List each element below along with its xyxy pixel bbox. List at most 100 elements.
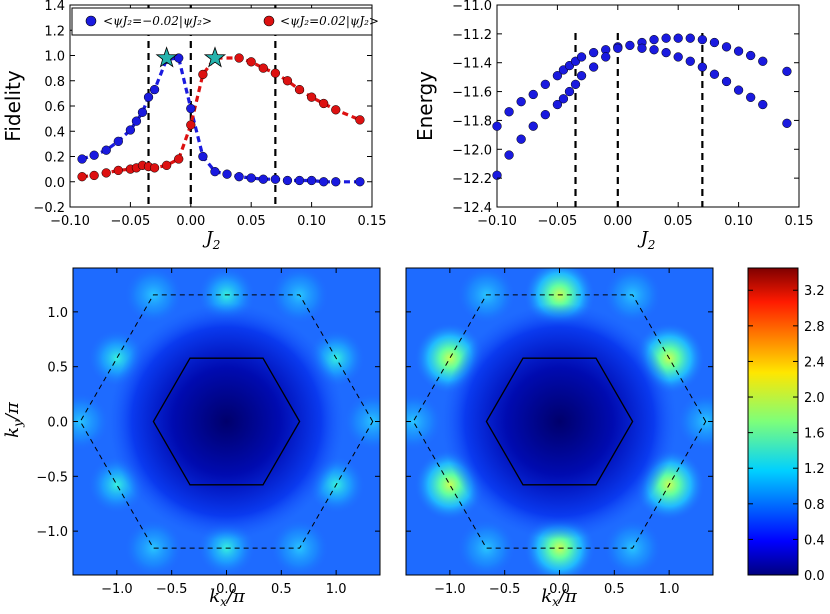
colorbar-tick-label: 2.0: [804, 391, 825, 406]
energy-plot-area: [496, 4, 800, 208]
y-tick-label: −12.0: [452, 143, 492, 158]
fidelity-point-red: [77, 172, 87, 182]
energy-point: [673, 52, 683, 62]
fidelity-point-blue: [210, 167, 220, 177]
extended-brillouin-zone: [412, 294, 707, 549]
x-tick-label: −1.0: [101, 582, 133, 597]
fidelity-point-blue: [77, 154, 87, 164]
fidelity-point-red: [161, 160, 172, 170]
x-tick-label: −0.10: [50, 214, 90, 229]
fidelity-point-red: [198, 69, 208, 80]
fidelity-point-blue: [319, 177, 329, 187]
x-tick-label: 1.0: [326, 582, 347, 597]
legend-marker-red: [263, 15, 275, 27]
energy-point: [673, 33, 683, 43]
heatmap-layers: [406, 268, 713, 575]
x-tick-label: 0.0: [216, 582, 237, 597]
fidelity-point-red: [306, 92, 317, 102]
fidelity-point-blue: [270, 174, 281, 184]
first-brillouin-zone: [485, 357, 634, 486]
colorbar-tick-label: 0.0: [804, 569, 825, 584]
fidelity-point-red: [294, 84, 305, 95]
energy-ylabel: Energy: [413, 71, 437, 141]
fidelity-point-blue: [186, 103, 196, 114]
fidelity-point-blue: [143, 92, 154, 102]
x-tick-label: 1.0: [659, 582, 680, 597]
fidelity-point-blue: [149, 84, 160, 95]
y-tick-label: −11.4: [452, 57, 492, 72]
x-tick-label: 0.05: [237, 214, 266, 229]
fidelity-point-blue: [131, 116, 142, 126]
colorbar-tick-label: 0.8: [804, 498, 825, 513]
fidelity-point-blue: [113, 136, 123, 147]
y-tick-label: 0.6: [44, 100, 65, 115]
y-tick-label: 0.4: [44, 125, 65, 140]
energy-point: [721, 76, 732, 87]
energy-point: [540, 79, 550, 90]
intensity-shoulder: [73, 393, 109, 450]
intensity-shoulder: [677, 393, 713, 450]
fidelity-point-blue: [246, 173, 256, 183]
energy-point: [649, 34, 659, 45]
fidelity-point-red: [282, 76, 293, 86]
fidelity-ticks: −0.10 −0.05 0.00 0.05 0.10 0.15 −0.2 0.0 0.2 0.4 0…: [33, 0, 386, 229]
fidelity-point-blue: [331, 177, 341, 187]
fidelity-point-blue: [355, 177, 365, 187]
fidelity-point-blue: [174, 53, 184, 63]
heatmap-ticks: −1.0 −0.5 0.0 0.5 1.0: [406, 268, 713, 597]
energy-point: [733, 85, 744, 95]
energy-point: [504, 107, 514, 117]
y-tick-label: −12.4: [452, 201, 492, 216]
x-tick-label: 0.5: [604, 582, 625, 597]
y-tick-label: −11.6: [452, 86, 492, 101]
central-minimum: [441, 303, 678, 540]
fidelity-legend: <ψJ₂=−0.02|ψJ₂> <ψJ₂=0.02|ψJ₂>: [71, 7, 379, 36]
fidelity-point-red: [149, 163, 160, 173]
x-tick-label: 0.5: [271, 582, 292, 597]
y-tick-label: −11.8: [452, 114, 492, 129]
fidelity-point-red: [174, 154, 184, 164]
y-tick-label: 1.2: [44, 24, 65, 39]
fidelity-point-red: [101, 168, 111, 178]
energy-point: [552, 71, 563, 81]
y-tick-label: 0.0: [44, 176, 65, 191]
y-tick-label: −11.2: [452, 28, 492, 43]
energy-point: [588, 62, 599, 72]
energy-point: [637, 43, 647, 53]
x-tick-label: 0.05: [664, 214, 693, 229]
y-tick-label: −1.0: [36, 525, 68, 540]
energy-point: [782, 118, 792, 128]
energy-point: [588, 47, 599, 58]
fidelity-point-red: [319, 98, 329, 109]
energy-point: [558, 94, 569, 104]
energy-point: [697, 34, 708, 45]
fidelity-point-blue: [137, 107, 148, 117]
legend-label-red: <ψJ₂=0.02|ψJ₂>: [280, 14, 379, 28]
energy-point: [613, 43, 623, 53]
x-tick-label: 0.00: [603, 214, 632, 229]
fidelity-point-blue: [234, 172, 244, 182]
x-tick-label: −0.5: [156, 582, 188, 597]
y-tick-label: 0.0: [47, 416, 68, 431]
fidelity-point-blue: [125, 125, 136, 135]
y-tick-label: 0.5: [47, 361, 68, 376]
energy-point: [709, 69, 720, 79]
energy-point: [576, 71, 587, 81]
energy-point: [685, 33, 695, 43]
energy-point: [570, 79, 581, 90]
fidelity-point-blue: [258, 174, 268, 184]
energy-point: [733, 46, 744, 56]
x-tick-label: 0.15: [785, 214, 814, 229]
y-tick-label: −12.2: [452, 172, 492, 187]
colorbar-tick-label: 0.4: [804, 533, 825, 548]
colorbar-tick-label: 3.2: [804, 284, 825, 299]
intensity-shoulder: [458, 520, 515, 575]
intensity-shoulder: [125, 520, 182, 575]
energy-point: [697, 62, 708, 72]
colorbar-tick-label: 2.4: [804, 355, 825, 370]
fidelity-point-blue: [89, 150, 99, 160]
fidelity-point-blue: [306, 175, 317, 186]
y-tick-label: −11.0: [452, 0, 492, 14]
x-tick-label: 0.10: [297, 214, 326, 229]
